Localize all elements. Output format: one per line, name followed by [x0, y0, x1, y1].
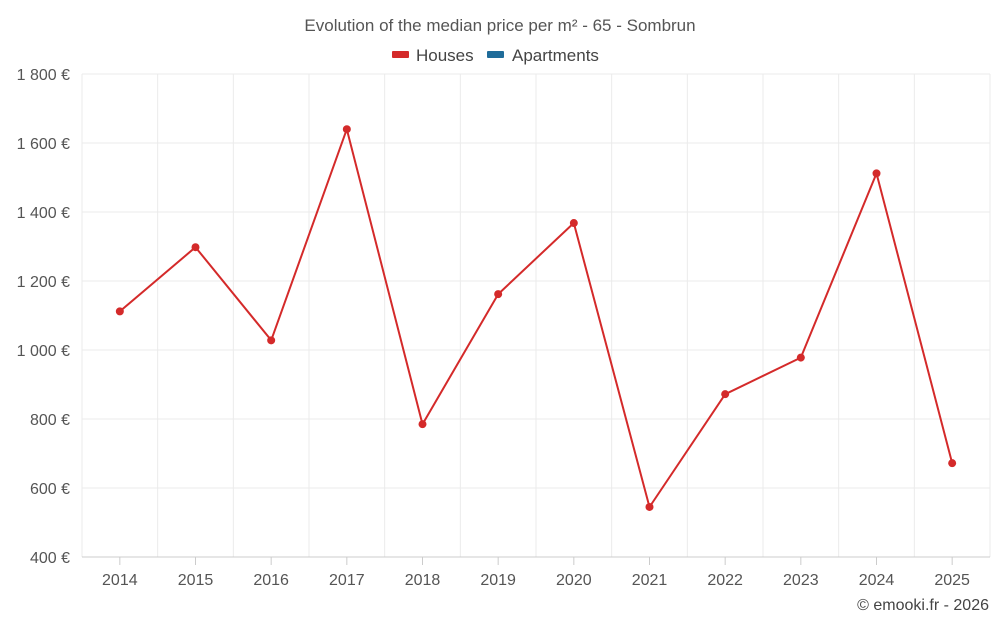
x-tick-label: 2014 [102, 572, 138, 589]
series-line-houses [119, 128, 954, 508]
y-tick-label: 1 200 € [17, 274, 70, 291]
x-axis: 2014 2015 2016 2017 2018 2019 2020 2021 2022 2023… [82, 556, 990, 589]
y-tick-label: 400 € [30, 550, 70, 567]
legend-label-houses: Houses [416, 46, 474, 65]
data-point[interactable] [872, 169, 881, 178]
legend-swatch-apartments [487, 51, 504, 58]
x-tick-label: 2018 [405, 572, 441, 589]
x-tick-label: 2019 [480, 572, 516, 589]
x-tick-label: 2025 [934, 572, 970, 589]
data-point[interactable] [191, 243, 200, 252]
chart-title: Evolution of the median price per m² - 6… [304, 16, 695, 35]
data-point[interactable] [494, 290, 503, 299]
y-tick-label: 1 000 € [17, 343, 70, 360]
y-axis: 400 € 600 € 800 € 1 000 € 1 200 € 1 400 € 1 60… [17, 67, 70, 567]
x-tick-label: 2022 [707, 572, 743, 589]
legend: Houses Apartments [392, 46, 599, 65]
data-point[interactable] [721, 390, 730, 399]
data-point[interactable] [267, 336, 276, 345]
data-point[interactable] [569, 219, 578, 228]
data-point[interactable] [418, 420, 427, 429]
y-tick-label: 1 800 € [17, 67, 70, 84]
grid [81, 73, 991, 557]
data-point[interactable] [645, 502, 654, 511]
x-tick-label: 2024 [859, 572, 895, 589]
legend-item-houses[interactable]: Houses [392, 46, 474, 65]
data-point[interactable] [796, 353, 805, 362]
y-tick-label: 1 600 € [17, 136, 70, 153]
x-tick-label: 2017 [329, 572, 365, 589]
y-tick-label: 800 € [30, 412, 70, 429]
series-houses [115, 125, 957, 511]
data-point[interactable] [115, 307, 124, 316]
legend-item-apartments[interactable]: Apartments [487, 46, 599, 65]
y-tick-label: 1 400 € [17, 205, 70, 222]
legend-label-apartments: Apartments [512, 46, 599, 65]
x-tick-label: 2016 [253, 572, 289, 589]
legend-swatch-houses [392, 51, 409, 58]
x-tick-label: 2023 [783, 572, 819, 589]
x-tick-label: 2021 [632, 572, 668, 589]
y-tick-label: 600 € [30, 481, 70, 498]
x-tick-label: 2020 [556, 572, 592, 589]
data-point[interactable] [948, 459, 957, 468]
x-tick-label: 2015 [178, 572, 214, 589]
data-point[interactable] [342, 125, 351, 134]
credit: © emooki.fr - 2026 [857, 597, 989, 614]
